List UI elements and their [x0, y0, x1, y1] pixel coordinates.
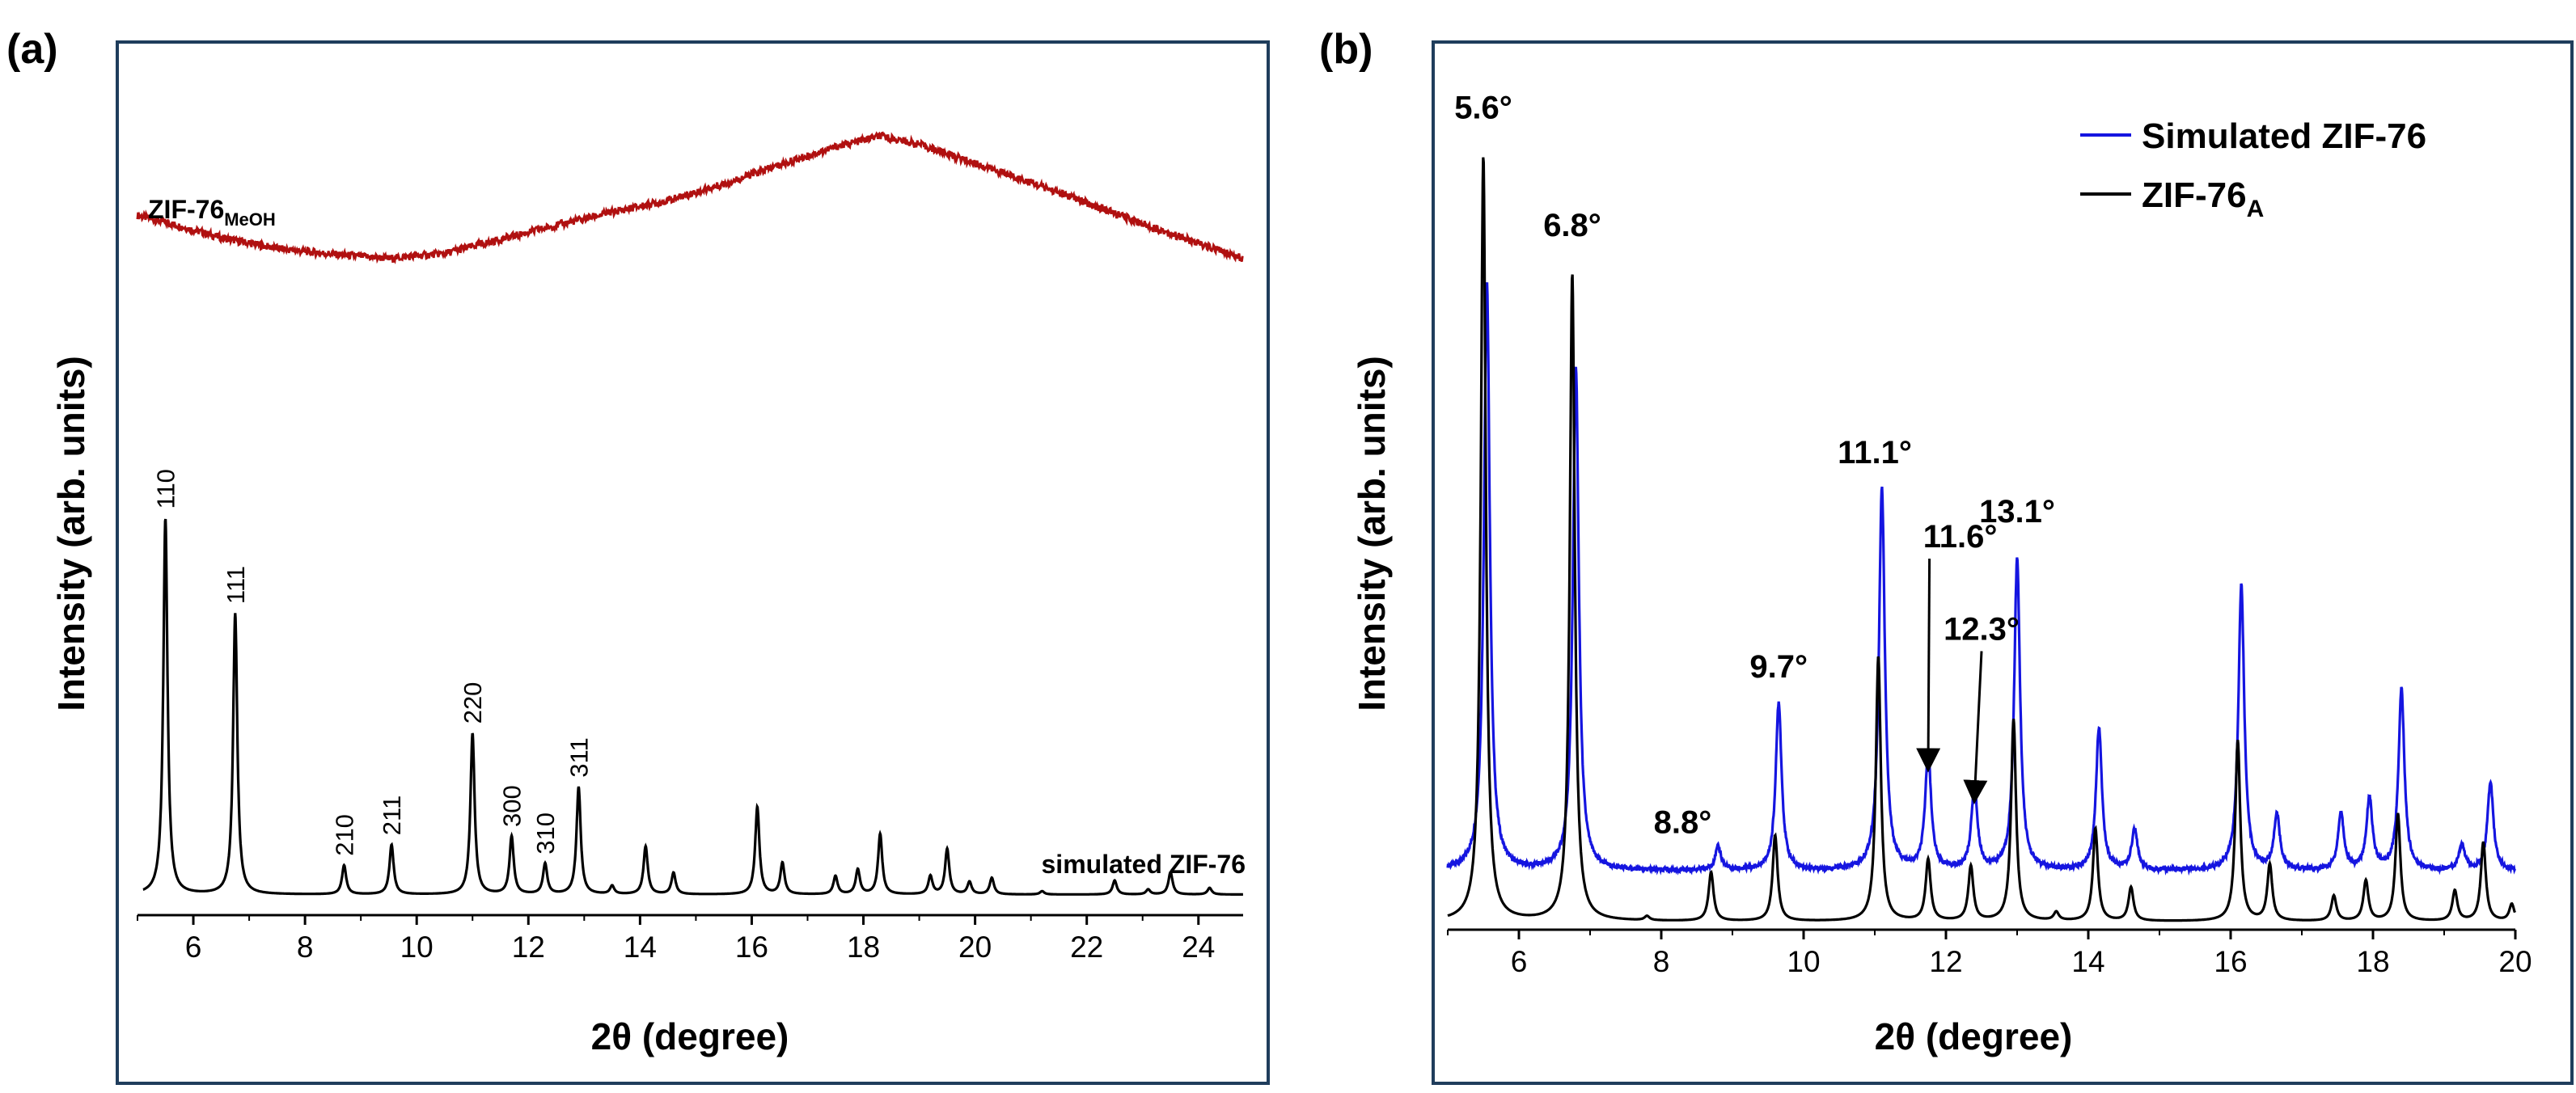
x-tick-label: 18 [847, 931, 880, 964]
panel-a: (a) 6 8 10 12 14 16 18 20 22 24 Intensity (arb. u… [6, 26, 1270, 1085]
peak-annotation: 9.7° [1749, 649, 1808, 685]
x-tick-label: 14 [624, 931, 657, 964]
panel-a-ylabel: Intensity (arb. units) [50, 356, 92, 711]
x-tick-label: 20 [958, 931, 992, 964]
hkl-label: 300 [498, 785, 527, 827]
legend-label-simulated: Simulated ZIF-76 [2142, 116, 2426, 156]
peak-annotation: 11.6° [1923, 519, 1998, 555]
panel-b-ticks: 6 8 10 12 14 16 18 20 [1447, 930, 2532, 978]
peak-annotation: 5.6° [1454, 91, 1512, 126]
series-label-zif76-meoh: ZIF-76MeOH [148, 195, 276, 230]
panel-b-peak-annotations: 5.6° 6.8° 8.8° 9.7° 11.1° 11.6°13.1° 12.3° [1454, 91, 2055, 841]
panel-b-frame [1432, 40, 2574, 1085]
series-zif76a-line [1447, 157, 2516, 922]
peak-annotation: 13.1° [1979, 494, 2055, 530]
x-tick-label: 16 [2214, 945, 2247, 978]
x-tick-label: 18 [2356, 945, 2389, 978]
legend-label-zif76a: ZIF-76A [2142, 175, 2264, 222]
series-simulated-zif76-line [142, 518, 1243, 896]
panel-a-ticks: 6 8 10 12 14 16 18 20 22 24 [137, 915, 1215, 964]
x-tick-label: 22 [1070, 931, 1103, 964]
annotation-arrow [1963, 651, 1988, 804]
peak-annotation: 11.1° [1838, 435, 1912, 471]
x-tick-label: 14 [2071, 945, 2104, 978]
panel-a-xlabel: 2θ (degree) [591, 1015, 789, 1057]
x-tick-label: 16 [735, 931, 768, 964]
hkl-label: 311 [565, 737, 593, 777]
panel-a-letter: (a) [6, 26, 58, 73]
series-label-simulated-zif76: simulated ZIF-76 [1042, 850, 1246, 879]
x-tick-label: 10 [1787, 945, 1820, 978]
hkl-label: 310 [531, 812, 560, 855]
peak-annotation: 12.3° [1944, 611, 2020, 647]
series-zif76-meoh-line [136, 131, 1244, 264]
x-tick-label: 6 [1511, 945, 1528, 978]
x-tick-label: 20 [2498, 945, 2532, 978]
hkl-label: 211 [378, 795, 406, 835]
series-simulated-zif76-line [1446, 282, 2516, 876]
x-tick-label: 24 [1182, 931, 1215, 964]
x-tick-label: 10 [400, 931, 434, 964]
peak-annotation: 6.8° [1543, 208, 1601, 243]
hkl-label: 110 [152, 469, 180, 509]
hkl-label: 220 [459, 682, 487, 724]
panel-a-frame [116, 40, 1270, 1085]
annotation-arrow [1916, 558, 1941, 773]
x-tick-label: 12 [512, 931, 545, 964]
hkl-label: 111 [222, 566, 250, 604]
peak-annotation: 8.8° [1654, 805, 1712, 841]
x-tick-label: 12 [1929, 945, 1962, 978]
x-tick-label: 6 [185, 931, 202, 964]
panel-b: (b) 6 8 10 12 14 16 18 20 Intensity (arb. units… [1319, 26, 2574, 1085]
panel-b-xlabel: 2θ (degree) [1875, 1015, 2073, 1057]
x-tick-label: 8 [297, 931, 314, 964]
hkl-label: 210 [330, 814, 358, 856]
panel-b-letter: (b) [1319, 26, 1373, 73]
panel-b-ylabel: Intensity (arb. units) [1351, 356, 1393, 711]
legend: Simulated ZIF-76 ZIF-76A [2080, 116, 2426, 222]
x-tick-label: 8 [1653, 945, 1670, 978]
